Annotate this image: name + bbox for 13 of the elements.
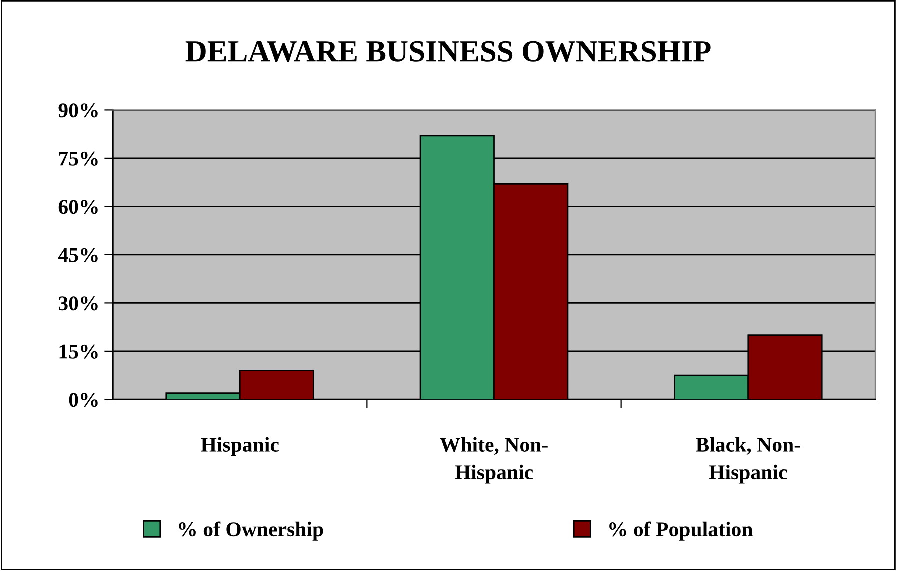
legend-label: % of Ownership: [179, 522, 324, 541]
y-tick-label: 90%: [58, 104, 98, 118]
x-tick-label: White, Non- Hispanic: [440, 437, 548, 484]
y-tick-label: 0%: [69, 393, 98, 408]
y-tick-label: 15%: [60, 344, 98, 359]
x-tick-label: Black, Non- Hispanic: [696, 437, 800, 484]
y-tick-label: 30%: [58, 296, 98, 311]
y-tick-label: 75%: [59, 152, 98, 166]
chart-title: DELAWARE BUSINESS OWNERSHIP: [186, 41, 711, 62]
y-tick-label: 45%: [58, 248, 98, 262]
y-tick-label: 60%: [58, 200, 98, 214]
x-tick-label: Hispanic: [201, 437, 279, 456]
legend-label: % of Population: [610, 522, 753, 541]
